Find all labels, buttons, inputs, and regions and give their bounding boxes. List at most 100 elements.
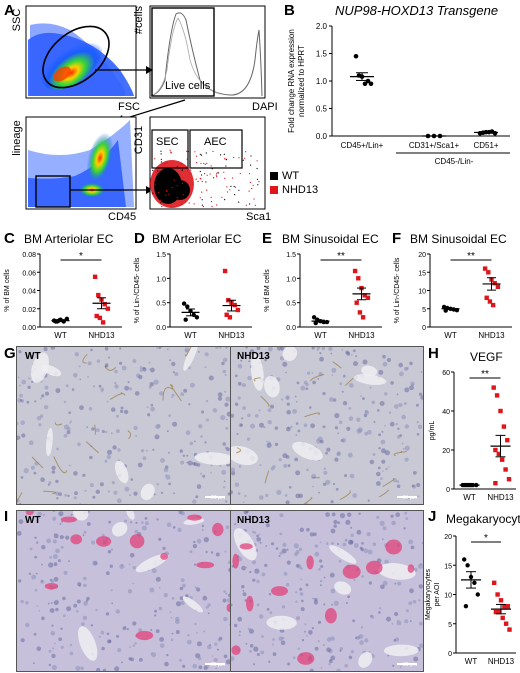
cell-nucleus: [356, 529, 362, 535]
flow-event-dot: [210, 196, 212, 198]
data-point-nhd13: [505, 438, 510, 443]
flow-event-dot: [159, 199, 162, 201]
cell-nucleus: [245, 566, 248, 569]
cell-nucleus: [168, 414, 171, 417]
cell-nucleus: [292, 656, 296, 659]
flow-event-dot: [166, 162, 168, 164]
data-point-wt: [463, 604, 469, 609]
cell-nucleus: [201, 410, 205, 414]
cell-nucleus: [155, 629, 160, 634]
cell-nucleus: [82, 534, 85, 537]
chart-j: 0 5 10 15 20 WT NHD13 Megakaryocytes per AOI *: [425, 533, 516, 666]
cell-nucleus: [26, 400, 30, 404]
vessel-lumen: [282, 347, 298, 362]
cell-nucleus: [331, 512, 336, 517]
cell-nucleus: [390, 381, 394, 385]
cell-nucleus: [272, 638, 275, 641]
cell-nucleus: [296, 381, 300, 385]
cell-nucleus: [329, 572, 335, 578]
megakaryocyte: [187, 514, 202, 521]
flow-event-dot: [223, 158, 226, 160]
cell-nucleus: [247, 627, 251, 631]
cell-nucleus: [416, 421, 419, 423]
cell-nucleus: [376, 515, 380, 519]
cell-nucleus: [356, 417, 361, 422]
y-tick-label: 2.0: [316, 22, 328, 31]
cell-nucleus: [51, 624, 54, 627]
cell-nucleus: [163, 593, 168, 598]
dapi-histogram: [149, 5, 266, 99]
cell-nucleus: [326, 647, 331, 653]
cell-nucleus: [256, 347, 261, 350]
cell-nucleus: [405, 609, 409, 613]
cell-nucleus: [66, 606, 72, 612]
cell-nucleus: [367, 549, 373, 555]
cell-nucleus: [99, 482, 104, 487]
micrograph-i-wt-scalebar: 20 µm: [211, 662, 225, 668]
cell-nucleus: [403, 402, 407, 405]
flow-event-dot: [154, 158, 156, 160]
cell-nucleus: [134, 642, 137, 645]
cell-nucleus: [172, 421, 178, 427]
cell-nucleus: [241, 565, 246, 571]
cell-nucleus: [68, 560, 70, 562]
vessel-lumen: [329, 545, 357, 564]
flow-event-dot: [253, 198, 255, 200]
flow-event-dot: [226, 186, 228, 188]
cell-nucleus: [96, 667, 101, 671]
y-tick-label: 0.08: [22, 252, 36, 259]
significance-label: *: [79, 251, 83, 262]
cell-nucleus: [382, 361, 388, 367]
cell-nucleus: [419, 563, 423, 566]
cell-nucleus: [168, 482, 172, 486]
cell-nucleus: [41, 563, 43, 566]
chart-d: 0.0 0.5 1.0 1.5 WT NHD13 % of Lin-/CD45- cells: [134, 252, 252, 340]
cell-nucleus: [213, 657, 218, 663]
cell-nucleus: [237, 381, 242, 386]
cell-nucleus: [166, 430, 169, 433]
cell-nucleus: [399, 434, 403, 437]
cell-nucleus: [57, 559, 61, 563]
cell-nucleus: [123, 409, 129, 415]
cell-nucleus: [281, 605, 286, 609]
flow-event-dot: [233, 185, 235, 188]
cell-nucleus: [259, 614, 264, 619]
cell-nucleus: [297, 429, 301, 433]
cell-nucleus: [106, 571, 110, 575]
flow-event-dot: [164, 163, 166, 165]
cell-nucleus: [272, 465, 276, 469]
sca1-axis-label: Sca1: [246, 211, 271, 223]
flow-event-dot: [195, 162, 198, 164]
cell-nucleus: [34, 536, 37, 539]
cell-nucleus: [300, 567, 303, 570]
cell-nucleus: [339, 513, 346, 519]
cd45-axis-label: CD45: [108, 211, 136, 223]
cell-nucleus: [226, 411, 231, 417]
x-tick-label: WT: [463, 493, 476, 502]
cell-nucleus: [382, 538, 384, 540]
cd31-stained-vessel: [184, 347, 192, 357]
cell-nucleus: [216, 648, 219, 651]
cell-nucleus: [139, 366, 143, 370]
cell-nucleus: [154, 434, 160, 440]
cell-nucleus: [84, 489, 87, 492]
cell-nucleus: [144, 517, 148, 520]
cell-nucleus: [353, 361, 358, 367]
data-point-nhd13: [352, 268, 358, 274]
cell-nucleus: [73, 373, 78, 378]
cell-nucleus: [323, 470, 328, 475]
cell-nucleus: [298, 493, 303, 498]
cell-nucleus: [51, 470, 56, 474]
cell-nucleus: [215, 552, 220, 557]
megakaryocyte: [196, 561, 215, 569]
cell-nucleus: [313, 600, 318, 605]
cell-nucleus: [237, 363, 243, 369]
cell-nucleus: [251, 560, 257, 565]
cell-nucleus: [259, 495, 264, 500]
cell-nucleus: [286, 396, 290, 400]
cell-nucleus: [378, 369, 384, 375]
cell-nucleus: [210, 471, 212, 474]
cell-nucleus: [114, 381, 117, 385]
cell-nucleus: [55, 388, 61, 394]
cd31-stained-vessel: [109, 393, 126, 401]
